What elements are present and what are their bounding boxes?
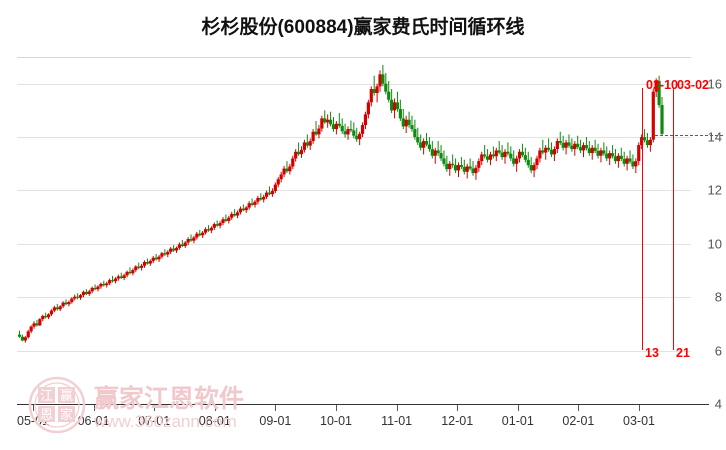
y-axis-tick-label: 8	[714, 289, 722, 305]
fib-cycle-line-21-top-label: 03-02	[677, 78, 709, 92]
x-axis-tick	[578, 405, 580, 411]
x-axis-line	[17, 404, 709, 405]
plot-area	[17, 57, 691, 405]
price-ref-line	[655, 134, 723, 136]
fib-cycle-line-13-top-label: 02-10	[646, 78, 678, 92]
x-axis-tick-label: 10-01	[320, 414, 352, 428]
gridline	[17, 350, 691, 352]
x-axis-tick-label: 05-01	[17, 414, 49, 428]
x-axis-tick	[93, 405, 95, 411]
x-axis-tick-label: 12-01	[441, 414, 474, 428]
fib-cycle-line-13-bottom-label: 13	[645, 346, 659, 360]
gridline	[17, 243, 691, 245]
x-axis-tick-label: 03-01	[623, 414, 655, 428]
x-axis-tick-label: 08-01	[198, 414, 231, 428]
x-axis-tick	[275, 405, 277, 411]
x-axis-tick	[639, 405, 640, 411]
x-axis-tick	[517, 405, 519, 411]
gridline	[17, 297, 691, 299]
gridline	[17, 137, 691, 139]
fib-cycle-line-21	[673, 88, 675, 350]
y-axis-tick-label: 14	[707, 129, 722, 145]
y-axis-tick-label: 6	[714, 343, 722, 359]
gridline	[17, 190, 691, 192]
fib-cycle-line-21-bottom-label: 21	[676, 346, 690, 360]
x-axis-tick-label: 11-01	[381, 414, 413, 428]
x-axis-tick-label: 07-01	[138, 414, 171, 428]
seal-char-4: 家	[60, 407, 73, 422]
x-axis-tick	[33, 405, 34, 411]
x-axis-tick	[154, 405, 156, 411]
y-axis-tick-label: 16	[707, 76, 722, 92]
x-axis-tick	[214, 405, 216, 411]
y-axis-tick-label: 4	[714, 396, 722, 412]
gridline	[17, 83, 691, 85]
y-axis-tick-label: 12	[707, 182, 722, 198]
plot-top-border	[17, 57, 691, 58]
x-axis-tick	[336, 405, 337, 411]
x-axis-tick-label: 02-01	[562, 414, 595, 428]
x-axis-tick-label: 01-01	[501, 414, 534, 428]
y-axis-tick-label: 10	[707, 236, 722, 252]
page-title: 杉杉股份(600884)赢家费氏时间循环线	[201, 17, 525, 38]
x-axis-tick-label: 06-01	[77, 414, 110, 428]
fib-cycle-line-13	[642, 88, 644, 350]
x-axis-tick	[396, 405, 398, 411]
x-axis-tick	[457, 405, 459, 411]
x-axis-tick-label: 09-01	[259, 414, 292, 428]
